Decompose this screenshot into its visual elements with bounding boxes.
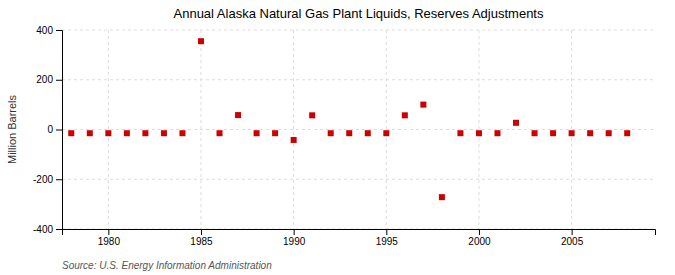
tick: 2000	[468, 229, 491, 247]
point	[606, 130, 612, 136]
point	[105, 130, 111, 136]
points	[68, 38, 630, 200]
grid	[62, 30, 655, 229]
tick-label: 2000	[468, 236, 491, 247]
title: Annual Alaska Natural Gas Plant Liquids,…	[174, 6, 544, 21]
point	[532, 130, 538, 136]
point	[179, 130, 185, 136]
y-axis: -400 -200 0 200 400	[33, 25, 63, 235]
point	[87, 130, 93, 136]
point	[439, 194, 445, 200]
point	[124, 130, 130, 136]
point	[272, 130, 278, 136]
point	[291, 137, 297, 143]
tick-mark	[56, 229, 62, 230]
point	[587, 130, 593, 136]
tick-label: 1980	[98, 236, 121, 247]
point	[68, 130, 74, 136]
grid-line	[386, 30, 387, 229]
grid-line	[62, 79, 655, 80]
grid-line	[62, 30, 655, 31]
tick-label: -400	[33, 224, 53, 235]
x-axis: 1980 1985 1990 1995 2000 2005	[63, 229, 656, 247]
point	[383, 130, 389, 136]
tick: 400	[36, 25, 62, 36]
axis-line	[56, 31, 63, 230]
tick: 1985	[190, 229, 213, 247]
tick-mark	[201, 229, 202, 235]
tick: 2005	[561, 229, 584, 247]
point	[513, 120, 519, 126]
point	[346, 130, 352, 136]
point	[494, 130, 500, 136]
point	[402, 112, 408, 118]
tick-mark	[56, 130, 62, 131]
grid-line	[108, 30, 109, 229]
grid-line	[62, 179, 655, 180]
point	[235, 112, 241, 118]
y-axis-title: Million Barrels	[6, 94, 18, 164]
tick: -400	[33, 224, 62, 235]
tick: -200	[33, 174, 62, 185]
point	[550, 130, 556, 136]
tick-mark	[108, 229, 109, 235]
point	[476, 130, 482, 136]
tick-label: 200	[36, 74, 53, 85]
tick: 0	[47, 124, 62, 135]
point	[624, 130, 630, 136]
tick-label: 1985	[190, 236, 213, 247]
tick-mark	[479, 229, 480, 235]
tick-mark	[56, 30, 62, 31]
grid-line	[571, 30, 572, 229]
tick-label: 400	[36, 25, 53, 36]
tick-mark	[572, 229, 573, 235]
point	[198, 38, 204, 44]
point	[161, 130, 167, 136]
point	[420, 102, 426, 108]
tick: 200	[36, 74, 62, 85]
plot: 1980 1985 1990 1995 2000 2005 -400 -200 0 200 400	[33, 25, 656, 247]
tick-mark	[56, 179, 62, 180]
tick: 1995	[376, 229, 399, 247]
point	[217, 130, 223, 136]
point	[569, 130, 575, 136]
grid-line	[62, 129, 655, 130]
chart: 1980 1985 1990 1995 2000 2005 -400 -200 0 200 400 A…	[0, 0, 675, 275]
annotation: Source: U.S. Energy Information Administ…	[62, 260, 272, 271]
point	[365, 130, 371, 136]
grid-line	[478, 30, 479, 229]
tick-label: 1995	[376, 236, 399, 247]
tick-label: 1990	[283, 236, 306, 247]
tick: 1990	[283, 229, 306, 247]
tick-mark	[386, 229, 387, 235]
point	[254, 130, 260, 136]
point	[328, 130, 334, 136]
tick-label: -200	[33, 174, 53, 185]
axis-line	[63, 230, 656, 236]
point	[142, 130, 148, 136]
tick-mark	[294, 229, 295, 235]
grid-line	[200, 30, 201, 229]
tick-label: 0	[47, 124, 53, 135]
tick-mark	[56, 80, 62, 81]
point	[309, 112, 315, 118]
grid-line	[293, 30, 294, 229]
tick-label: 2005	[561, 236, 584, 247]
point	[457, 130, 463, 136]
tick: 1980	[98, 229, 121, 247]
